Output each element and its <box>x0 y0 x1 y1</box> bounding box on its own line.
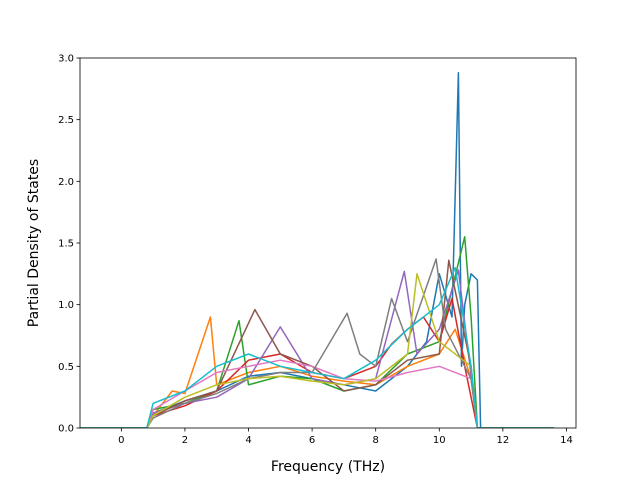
series-line-9 <box>80 273 554 428</box>
y-tick-label: 2.5 <box>58 115 74 126</box>
y-tick-label: 3.0 <box>58 54 74 65</box>
x-tick-label: 8 <box>373 435 379 446</box>
x-tick-label: 10 <box>433 435 446 446</box>
y-tick-label: 0.5 <box>58 362 74 373</box>
x-tick-label: 6 <box>309 435 315 446</box>
series-line-6 <box>80 259 554 428</box>
series-line-2 <box>80 316 554 428</box>
y-tick-label: 0.0 <box>58 424 74 435</box>
y-axis-title: Partial Density of States <box>26 159 42 327</box>
x-tick-label: 14 <box>560 435 573 446</box>
x-axis-title: Frequency (THz) <box>271 459 385 475</box>
series-line-8 <box>80 258 554 428</box>
y-tick-label: 1.5 <box>58 239 74 250</box>
series-line-7 <box>80 359 554 428</box>
y-axis: 0.0 0.5 1.0 1.5 2.0 2.5 3.0 <box>58 54 80 435</box>
y-tick-label: 2.0 <box>58 177 74 188</box>
x-tick-label: 12 <box>497 435 510 446</box>
series-line-10 <box>80 266 554 428</box>
series-layer <box>80 72 554 428</box>
x-tick-label: 2 <box>182 435 188 446</box>
y-tick-label: 1.0 <box>58 300 74 311</box>
x-tick-label: 0 <box>118 435 124 446</box>
series-line-4 <box>80 297 554 428</box>
x-tick-label: 4 <box>245 435 251 446</box>
x-axis: 0 2 4 6 8 10 12 14 <box>118 428 573 446</box>
